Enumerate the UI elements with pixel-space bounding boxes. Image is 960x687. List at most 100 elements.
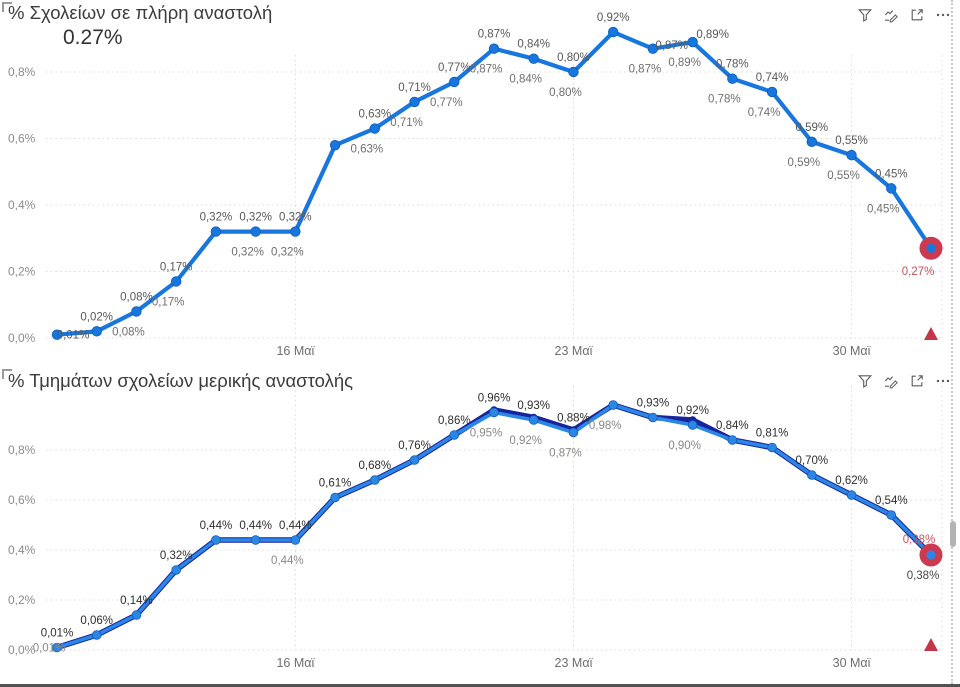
svg-text:0,2%: 0,2%	[8, 265, 36, 279]
svg-text:0,68%: 0,68%	[359, 460, 392, 472]
svg-text:0,74%: 0,74%	[756, 72, 789, 84]
svg-text:0,45%: 0,45%	[867, 203, 900, 215]
svg-text:0,32%: 0,32%	[231, 247, 264, 259]
svg-text:0,17%: 0,17%	[160, 261, 193, 273]
svg-text:23 Μαϊ: 23 Μαϊ	[555, 656, 594, 670]
filter-icon[interactable]	[856, 372, 874, 390]
svg-text:0,2%: 0,2%	[8, 593, 36, 607]
svg-text:0,08%: 0,08%	[120, 291, 153, 303]
svg-text:23 Μαϊ: 23 Μαϊ	[555, 344, 594, 358]
alert-triangle-icon	[923, 638, 938, 651]
visual-classes-partial-suspension[interactable]: % Τμημάτων σχολείων μερικής αναστολής 0,…	[0, 368, 960, 687]
svg-text:0,6%: 0,6%	[8, 132, 36, 146]
svg-text:0,87%: 0,87%	[470, 64, 503, 76]
svg-text:0,08%: 0,08%	[112, 326, 145, 338]
svg-text:30 Μαϊ: 30 Μαϊ	[833, 656, 872, 670]
svg-text:0,81%: 0,81%	[756, 428, 789, 440]
svg-text:0,90%: 0,90%	[668, 440, 701, 452]
svg-text:0,55%: 0,55%	[827, 170, 860, 182]
line-chart-full-suspension[interactable]: 0,0% 0,2% 0,4% 0,6% 0,8% 16 Μαϊ 23 Μαϊ 30 Μαϊ 0,…	[0, 0, 960, 368]
svg-text:0,44%: 0,44%	[239, 520, 272, 532]
svg-text:0,8%: 0,8%	[8, 443, 36, 457]
svg-text:0,54%: 0,54%	[875, 495, 908, 507]
svg-text:0,86%: 0,86%	[438, 415, 471, 427]
svg-text:16 Μαϊ: 16 Μαϊ	[276, 344, 315, 358]
svg-text:0,95%: 0,95%	[470, 428, 503, 440]
analyze-icon[interactable]	[882, 372, 900, 390]
svg-text:0,92%: 0,92%	[509, 435, 542, 447]
more-options-icon[interactable]	[934, 372, 952, 390]
svg-text:0,84%: 0,84%	[716, 420, 749, 432]
svg-text:0,61%: 0,61%	[319, 478, 352, 490]
svg-text:0,84%: 0,84%	[517, 39, 550, 51]
svg-text:0,32%: 0,32%	[200, 212, 233, 224]
svg-text:0,77%: 0,77%	[430, 97, 463, 109]
svg-text:0,70%: 0,70%	[796, 455, 829, 467]
svg-text:0,02%: 0,02%	[80, 311, 113, 323]
svg-text:0,80%: 0,80%	[557, 52, 590, 64]
svg-text:0,92%: 0,92%	[597, 12, 630, 24]
svg-text:0,06%: 0,06%	[80, 615, 113, 627]
svg-text:0,44%: 0,44%	[279, 520, 312, 532]
svg-text:0,93%: 0,93%	[637, 398, 670, 410]
svg-text:0,92%: 0,92%	[676, 405, 709, 417]
svg-text:0,87%: 0,87%	[478, 29, 511, 41]
canvas-grid-guide	[951, 0, 953, 684]
svg-text:0,4%: 0,4%	[8, 198, 36, 212]
svg-text:0,76%: 0,76%	[398, 440, 431, 452]
svg-text:0,63%: 0,63%	[359, 109, 392, 121]
svg-text:0,32%: 0,32%	[271, 247, 304, 259]
svg-text:0,38%: 0,38%	[903, 534, 936, 546]
svg-text:0,0%: 0,0%	[8, 643, 36, 657]
filter-icon[interactable]	[856, 6, 874, 24]
svg-text:0,78%: 0,78%	[708, 94, 741, 106]
svg-text:0,45%: 0,45%	[875, 168, 908, 180]
svg-text:0,62%: 0,62%	[835, 475, 868, 487]
scrollbar-thumb[interactable]	[950, 521, 956, 547]
svg-text:0,96%: 0,96%	[478, 393, 511, 405]
svg-text:0,59%: 0,59%	[796, 122, 829, 134]
svg-text:0,59%: 0,59%	[788, 157, 821, 169]
chart-title: % Σχολείων σε πλήρη αναστολή	[8, 2, 273, 23]
svg-text:0,01%: 0,01%	[41, 628, 74, 640]
focus-mode-icon[interactable]	[908, 6, 926, 24]
svg-text:0,32%: 0,32%	[279, 212, 312, 224]
svg-text:0,01%: 0,01%	[33, 643, 66, 655]
svg-text:0,71%: 0,71%	[398, 82, 431, 94]
bottom-border	[0, 684, 960, 687]
svg-text:0,63%: 0,63%	[351, 144, 384, 156]
svg-text:0,87%: 0,87%	[549, 448, 582, 460]
svg-text:0,98%: 0,98%	[589, 420, 622, 432]
visual-corner-mark	[2, 369, 12, 379]
svg-text:0,93%: 0,93%	[517, 400, 550, 412]
svg-text:0,27%: 0,27%	[902, 266, 935, 278]
visual-schools-full-suspension[interactable]: % Σχολείων σε πλήρη αναστολή 0.27% 0,0% 0…	[0, 0, 960, 368]
svg-text:0,32%: 0,32%	[239, 212, 272, 224]
svg-text:0,89%: 0,89%	[696, 29, 729, 41]
svg-text:0,55%: 0,55%	[835, 135, 868, 147]
more-options-icon[interactable]	[934, 6, 952, 24]
alert-triangle-icon	[923, 327, 938, 340]
analyze-icon[interactable]	[882, 6, 900, 24]
focus-mode-icon[interactable]	[908, 372, 926, 390]
line-chart-partial-suspension[interactable]: 0,0% 0,2% 0,4% 0,6% 0,8% 16 Μαϊ 23 Μαϊ 30 Μαϊ 0,…	[0, 368, 960, 687]
svg-text:0,38%: 0,38%	[907, 570, 940, 582]
svg-text:16 Μαϊ: 16 Μαϊ	[276, 656, 315, 670]
svg-text:0,74%: 0,74%	[748, 107, 781, 119]
svg-text:0,44%: 0,44%	[200, 520, 233, 532]
callout-value: 0.27%	[63, 26, 123, 49]
svg-text:0,87%: 0,87%	[629, 64, 662, 76]
svg-text:0,8%: 0,8%	[8, 65, 36, 79]
visual-header-toolbar	[856, 6, 952, 24]
svg-text:0,4%: 0,4%	[8, 543, 36, 557]
svg-text:0,78%: 0,78%	[716, 59, 749, 71]
svg-text:0,14%: 0,14%	[120, 595, 153, 607]
svg-text:0,17%: 0,17%	[152, 296, 185, 308]
svg-text:0,71%: 0,71%	[390, 117, 423, 129]
svg-text:0,80%: 0,80%	[549, 87, 582, 99]
svg-text:0,32%: 0,32%	[160, 550, 193, 562]
svg-text:0,6%: 0,6%	[8, 493, 36, 507]
svg-text:0,88%: 0,88%	[557, 413, 590, 425]
svg-text:0,84%: 0,84%	[509, 74, 542, 86]
